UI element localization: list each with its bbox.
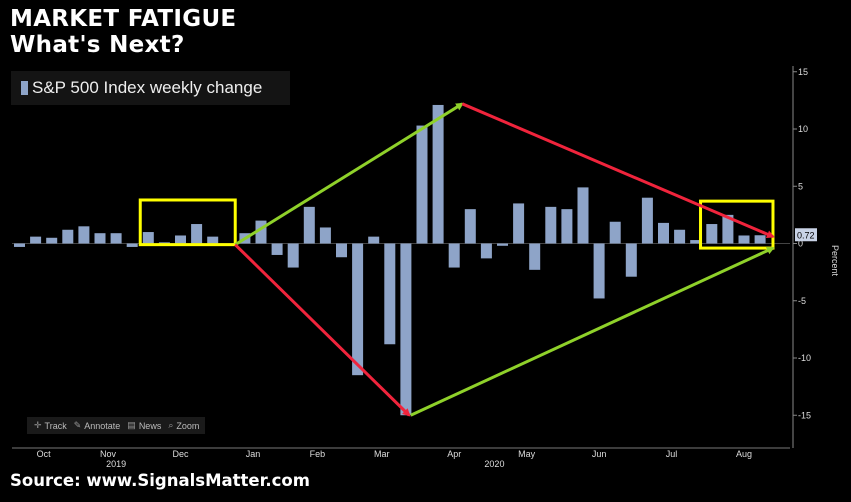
red-trend-arrow bbox=[234, 243, 411, 417]
highlight-box bbox=[138, 198, 237, 247]
bar bbox=[14, 243, 25, 247]
bar bbox=[110, 233, 122, 244]
bar bbox=[303, 206, 315, 244]
bar bbox=[529, 243, 541, 270]
source-credit: Source: www.SignalsMatter.com bbox=[10, 471, 310, 490]
annotate-label: Annotate bbox=[84, 420, 121, 431]
bar bbox=[142, 232, 154, 244]
news-button[interactable]: ▤ News bbox=[127, 420, 161, 431]
x-tick-label: Apr bbox=[447, 449, 461, 459]
bar bbox=[30, 236, 42, 244]
bar bbox=[352, 243, 364, 376]
green-trend-arrow bbox=[410, 246, 775, 417]
zoom-label: Zoom bbox=[176, 420, 200, 431]
title-line-1: MARKET FATIGUE bbox=[10, 6, 237, 32]
track-button[interactable]: ✛ Track bbox=[34, 420, 67, 431]
y-tick-label: 0 bbox=[798, 239, 803, 249]
bar bbox=[658, 222, 669, 244]
bar bbox=[191, 224, 203, 244]
x-tick-label: Oct bbox=[37, 449, 52, 459]
bar bbox=[561, 209, 573, 244]
bar bbox=[448, 243, 460, 268]
bar bbox=[674, 229, 686, 244]
bar bbox=[754, 235, 766, 244]
y-tick-label: 10 bbox=[798, 124, 808, 134]
bar bbox=[175, 235, 186, 244]
bar bbox=[207, 236, 219, 244]
last-value-label: 0.72 bbox=[797, 230, 815, 240]
legend-label: S&P 500 Index weekly change bbox=[32, 78, 263, 97]
x-tick-label: Feb bbox=[310, 449, 326, 459]
x-tick-label: Jan bbox=[246, 449, 261, 459]
bar bbox=[368, 236, 380, 244]
legend: S&P 500 Index weekly change bbox=[11, 71, 290, 105]
x-year-label: 2020 bbox=[484, 459, 504, 469]
x-tick-label: Jul bbox=[666, 449, 678, 459]
bar bbox=[319, 227, 331, 244]
x-tick-label: Jun bbox=[592, 449, 607, 459]
bar bbox=[158, 242, 170, 244]
bar bbox=[641, 197, 653, 244]
title-line-2: What's Next? bbox=[10, 32, 185, 58]
y-tick-label: -10 bbox=[798, 353, 811, 363]
bar bbox=[432, 104, 444, 244]
y-tick-label: 15 bbox=[798, 67, 808, 77]
bar bbox=[416, 125, 428, 244]
bar bbox=[126, 243, 138, 247]
bar bbox=[62, 229, 74, 244]
bar bbox=[255, 220, 267, 244]
bar bbox=[609, 221, 621, 244]
annotate-button[interactable]: ✎ Annotate bbox=[74, 420, 121, 431]
bar bbox=[690, 240, 702, 244]
crosshair-icon: ✛ bbox=[34, 420, 42, 430]
bar bbox=[738, 235, 750, 244]
red-trend-arrow bbox=[461, 102, 775, 239]
bar bbox=[625, 243, 637, 277]
bar bbox=[722, 214, 734, 244]
track-label: Track bbox=[44, 420, 67, 431]
bar bbox=[46, 237, 58, 244]
bar bbox=[706, 224, 718, 244]
y-tick-label: -15 bbox=[798, 410, 811, 420]
chart-title: MARKET FATIGUE What's Next? bbox=[10, 6, 236, 58]
news-label: News bbox=[138, 420, 162, 431]
bar bbox=[287, 243, 299, 268]
last-value-tag bbox=[795, 228, 817, 242]
bar bbox=[577, 187, 589, 244]
y-axis-label: Percent bbox=[830, 245, 840, 277]
y-tick-label: -5 bbox=[798, 296, 806, 306]
green-trend-arrow bbox=[234, 102, 464, 246]
x-tick-label: May bbox=[518, 449, 536, 459]
bar bbox=[593, 243, 605, 299]
bar bbox=[545, 206, 557, 244]
news-icon: ▤ bbox=[127, 420, 136, 430]
highlight-box bbox=[699, 199, 775, 250]
pencil-icon: ✎ bbox=[73, 420, 82, 430]
bar bbox=[480, 243, 492, 259]
chart-toolbar: ✛ Track ✎ Annotate ▤ News ⌕ Zoom bbox=[27, 417, 205, 434]
x-tick-label: Dec bbox=[172, 449, 189, 459]
x-tick-label: Nov bbox=[100, 449, 117, 459]
y-tick-label: 5 bbox=[798, 181, 803, 191]
bar bbox=[464, 209, 476, 244]
bar bbox=[400, 243, 412, 416]
magnifier-icon: ⌕ bbox=[168, 420, 174, 430]
bar bbox=[497, 243, 508, 246]
bar bbox=[513, 203, 525, 244]
x-tick-label: Mar bbox=[374, 449, 390, 459]
bar bbox=[384, 243, 396, 345]
zoom-button[interactable]: ⌕ Zoom bbox=[168, 420, 199, 431]
bar bbox=[271, 243, 283, 255]
legend-swatch bbox=[21, 81, 28, 95]
bar bbox=[336, 243, 347, 258]
bar bbox=[78, 226, 90, 244]
x-tick-label: Aug bbox=[736, 449, 752, 459]
x-year-label: 2019 bbox=[106, 459, 126, 469]
bar bbox=[94, 233, 106, 244]
